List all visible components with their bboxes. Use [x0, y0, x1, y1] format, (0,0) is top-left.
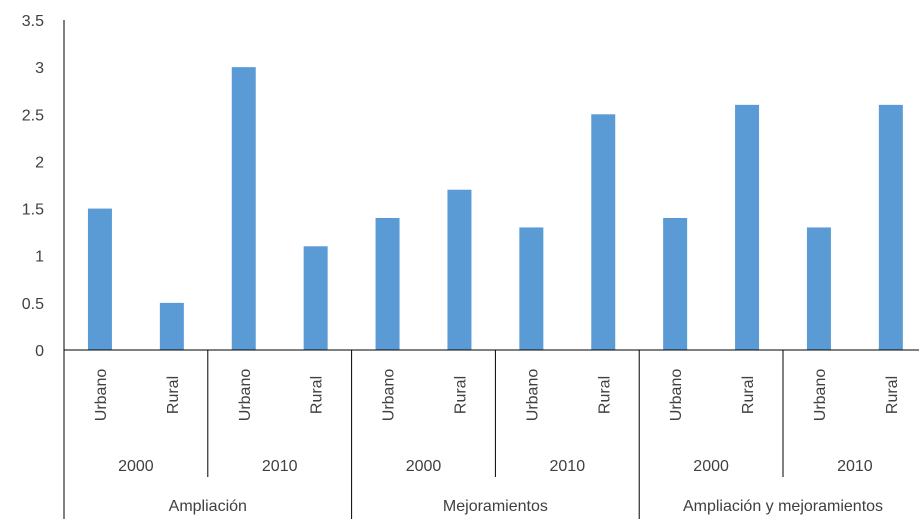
year-label: 2010	[837, 458, 873, 475]
group-label: Ampliación y mejoramientos	[683, 498, 883, 515]
category-label: Urbano	[668, 369, 685, 422]
category-label: Urbano	[524, 369, 541, 422]
y-tick-label: 0	[35, 343, 44, 360]
category-label: Urbano	[381, 369, 398, 422]
bar	[303, 246, 328, 350]
category-label: Rural	[309, 376, 326, 414]
category-label: Urbano	[93, 369, 110, 422]
category-label: Rural	[596, 376, 613, 414]
category-label: Rural	[740, 376, 757, 414]
category-label: Rural	[452, 376, 469, 414]
x-axis: Urbano Rural 2000 Urbano Rural 2010 Ampliación…	[64, 349, 919, 519]
year-label: 2000	[118, 458, 154, 475]
y-tick-label: 2.5	[22, 107, 44, 124]
y-tick-label: 0.5	[22, 296, 44, 313]
category-label: Rural	[884, 376, 901, 414]
bar	[663, 218, 688, 350]
category-label: Urbano	[237, 369, 254, 422]
group-label: Mejoramientos	[443, 498, 548, 515]
y-axis: 0 0.5 1 1.5 2 2.5 3 3.5	[22, 13, 65, 519]
bar	[447, 189, 472, 350]
bar	[519, 227, 544, 350]
bar	[87, 208, 112, 350]
bar	[806, 227, 831, 350]
year-label: 2010	[550, 458, 586, 475]
year-label: 2000	[406, 458, 442, 475]
y-tick-label: 3.5	[22, 13, 44, 30]
y-tick-label: 2	[35, 154, 44, 171]
bar	[591, 114, 616, 351]
y-tick-label: 1	[35, 249, 44, 266]
bars	[87, 67, 903, 351]
year-label: 2000	[693, 458, 729, 475]
year-label: 2010	[262, 458, 298, 475]
bar	[735, 104, 760, 350]
group-label: Ampliación	[169, 498, 247, 515]
category-label: Urbano	[812, 369, 829, 422]
category-label: Rural	[165, 376, 182, 414]
bar	[878, 104, 903, 350]
bar	[231, 67, 256, 351]
bar	[159, 302, 184, 350]
bar	[375, 218, 400, 350]
y-tick-label: 1.5	[22, 202, 44, 219]
y-tick-label: 3	[35, 60, 44, 77]
